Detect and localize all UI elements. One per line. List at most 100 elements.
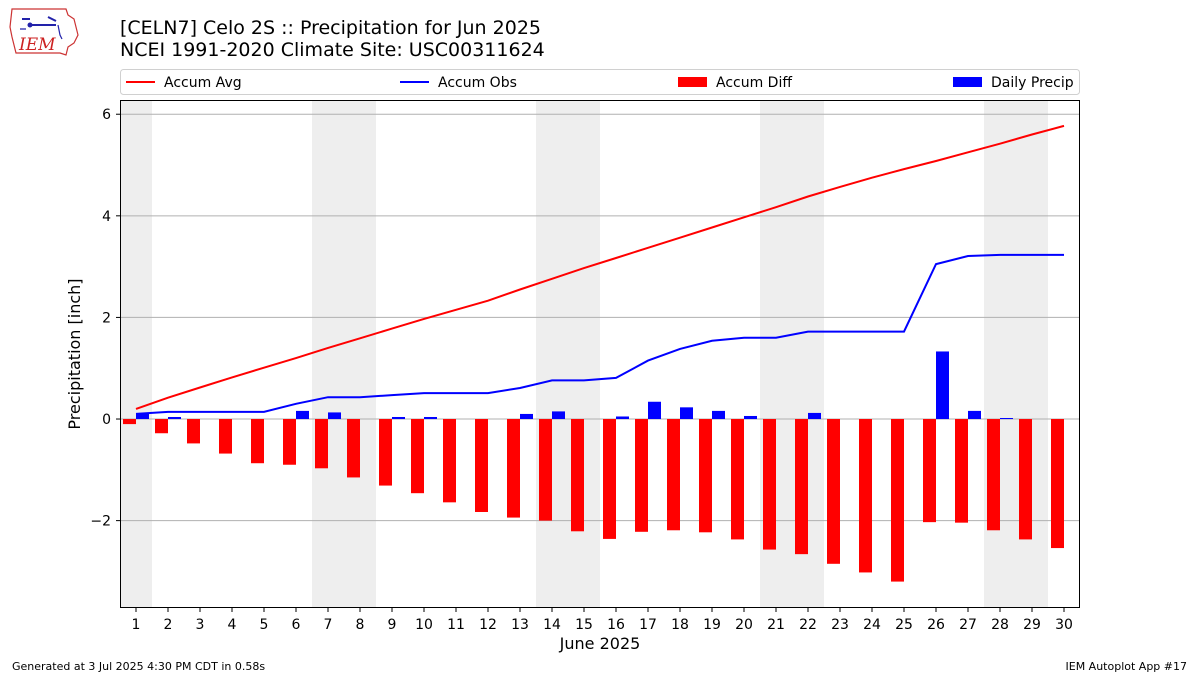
accum-diff-bar <box>411 419 424 494</box>
x-tick-label: 30 <box>1055 617 1073 633</box>
x-tick-label: 6 <box>292 617 301 633</box>
x-tick-label: 14 <box>543 617 561 633</box>
accum-diff-bar <box>891 419 904 582</box>
accum-diff-bar <box>187 419 200 444</box>
x-tick-label: 24 <box>863 617 881 633</box>
legend-frame <box>120 69 1080 95</box>
x-tick-label: 23 <box>831 617 849 633</box>
accum-diff-bar <box>859 419 872 573</box>
weekend-shade-band <box>984 100 1048 608</box>
accum-diff-bar <box>955 419 968 523</box>
daily-precip-bar <box>392 416 405 420</box>
daily-precip-bar <box>1000 418 1013 420</box>
accum-diff-bar <box>443 419 456 503</box>
y-tick-label: 4 <box>102 209 111 225</box>
chart-title-line2: NCEI 1991-2020 Climate Site: USC00311624 <box>120 39 545 61</box>
daily-precip-bar <box>744 415 757 420</box>
accum-diff-bar <box>155 419 168 434</box>
daily-precip-bar <box>552 411 565 420</box>
x-tick-label: 13 <box>511 617 529 633</box>
x-tick-label: 12 <box>479 617 497 633</box>
accum-diff-bar <box>219 419 232 454</box>
x-tick-label: 11 <box>447 617 465 633</box>
chart-title-line1: [CELN7] Celo 2S :: Precipitation for Jun… <box>120 17 541 39</box>
accum-diff-bar <box>827 419 840 564</box>
legend-label: Accum Obs <box>438 75 517 91</box>
x-tick-label: 27 <box>959 617 977 633</box>
accum-diff-bar <box>283 419 296 465</box>
accum-diff-bar <box>635 419 648 532</box>
accum-diff-bar <box>699 419 712 533</box>
accum-diff-bar <box>731 419 744 540</box>
weekend-shade-band <box>120 100 152 608</box>
daily-precip-bar <box>648 401 661 420</box>
legend-bar-swatch <box>678 77 707 87</box>
accum-diff-bar <box>1051 419 1064 549</box>
x-tick-label: 16 <box>607 617 625 633</box>
x-tick-label: 8 <box>356 617 365 633</box>
x-tick-label: 1 <box>132 617 141 633</box>
x-tick-label: 29 <box>1023 617 1041 633</box>
accum-obs-line <box>135 253 1064 415</box>
x-tick-label: 17 <box>639 617 657 633</box>
accum-avg-line <box>135 124 1065 410</box>
daily-precip-bar <box>296 410 309 420</box>
accum-diff-bar <box>923 419 936 523</box>
accum-diff-bar <box>379 419 392 486</box>
x-tick-label: 21 <box>767 617 785 633</box>
daily-precip-bar <box>808 412 821 420</box>
daily-precip-bar <box>424 416 437 420</box>
daily-precip-bar <box>328 412 341 420</box>
x-tick-label: 9 <box>388 617 397 633</box>
y-tick-label: 2 <box>102 310 111 326</box>
daily-precip-bar <box>136 413 149 420</box>
x-tick-label: 25 <box>895 617 913 633</box>
accum-diff-bar <box>251 419 264 464</box>
weekend-shade-band <box>312 100 376 608</box>
daily-precip-bar <box>168 416 181 420</box>
weekend-shade-band <box>536 100 600 608</box>
chart-title: [CELN7] Celo 2S :: Precipitation for Jun… <box>120 17 545 61</box>
x-tick-label: 4 <box>228 617 237 633</box>
legend: Accum Avg Accum Obs Accum Diff Daily Precip <box>120 69 1080 95</box>
y-tick-label: 0 <box>102 412 111 428</box>
accum-diff-bar <box>475 419 488 512</box>
daily-precip-bar <box>936 351 949 420</box>
x-axis-label: June 2025 <box>559 634 641 653</box>
daily-precip-bar <box>616 416 629 420</box>
accum-diff-bar <box>539 419 552 521</box>
logo-text: IEM <box>18 35 56 55</box>
accum-diff-bar <box>1019 419 1032 540</box>
x-tick-label: 18 <box>671 617 689 633</box>
x-tick-label: 19 <box>703 617 721 633</box>
legend-label: Accum Avg <box>164 75 242 91</box>
y-axis-label: Precipitation [inch] <box>65 278 84 429</box>
daily-precip-bar <box>712 410 725 420</box>
accum-diff-bar <box>507 419 520 518</box>
daily-precip-bar <box>520 413 533 420</box>
daily-precip-bar <box>680 407 693 420</box>
x-tick-label: 15 <box>575 617 593 633</box>
x-tick-label: 2 <box>164 617 173 633</box>
x-tick-label: 3 <box>196 617 205 633</box>
x-tick-label: 20 <box>735 617 753 633</box>
x-tick-label: 28 <box>991 617 1009 633</box>
legend-label: Accum Diff <box>716 75 792 91</box>
footer-app: IEM Autoplot App #17 <box>1065 660 1188 673</box>
x-tick-label: 22 <box>799 617 817 633</box>
grid-lines <box>120 113 1080 522</box>
series-lines <box>135 124 1065 415</box>
accum-diff-bar <box>795 419 808 555</box>
daily-precip-bar <box>968 410 981 420</box>
accum-diff-bar <box>603 419 616 539</box>
bars <box>123 351 1064 582</box>
x-tick-label: 7 <box>324 617 333 633</box>
legend-bar-swatch <box>953 77 982 87</box>
y-tick-label: −2 <box>90 514 111 530</box>
weekend-shading <box>120 100 1048 608</box>
y-tick-label: 6 <box>102 107 111 123</box>
x-tick-label: 10 <box>415 617 433 633</box>
accum-diff-bar <box>315 419 328 469</box>
